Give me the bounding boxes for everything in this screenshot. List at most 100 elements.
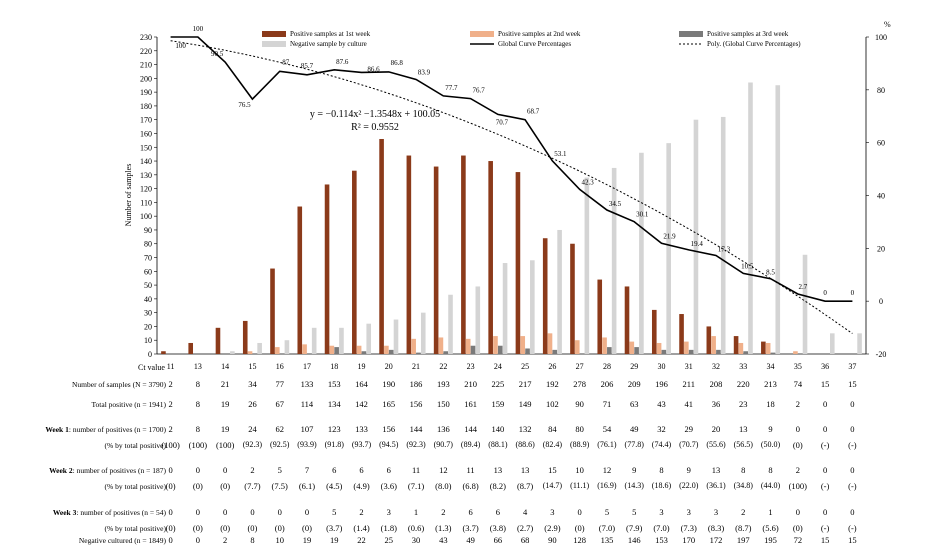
table-cell: (7.9)	[626, 523, 643, 533]
table-cell: (4.9)	[353, 481, 370, 491]
line-data-label: 19.4	[691, 240, 704, 248]
table-row-label: Number of samples (N = 3790)	[0, 380, 166, 389]
bar-negative-sample-by-culture	[584, 177, 590, 354]
table-cell: 71	[602, 399, 612, 409]
table-cell: 0	[577, 507, 582, 517]
table-row-label: (% by total positive)	[0, 524, 166, 533]
bar-positive-samples-at-1st-week	[542, 238, 548, 354]
bar-positive-samples-at-1st-week	[597, 279, 603, 354]
table-cell: (36.1)	[706, 481, 726, 490]
table-cell: 0	[850, 465, 855, 475]
bar-positive-samples-at-2nd-week	[247, 351, 253, 354]
legend-swatch	[679, 31, 703, 37]
table-cell: (0.6)	[407, 523, 425, 533]
line-data-label: 0	[823, 289, 827, 297]
category-label: 28	[603, 362, 611, 371]
legend-label: Negative sample by culture	[290, 40, 367, 48]
table-cell: 190	[382, 379, 396, 389]
bar-positive-samples-at-2nd-week	[411, 338, 416, 354]
table-cell: 90	[548, 535, 557, 545]
table-cell: 84	[548, 424, 557, 434]
bar-positive-samples-at-1st-week	[570, 243, 575, 354]
bar-negative-sample-by-culture	[666, 143, 671, 354]
bar-positive-samples-at-3rd-week	[470, 345, 476, 354]
table-cell: (-)	[820, 523, 830, 533]
table-cell: 144	[464, 424, 477, 434]
table-cell: (90.7)	[433, 440, 453, 449]
table-cell: (16.9)	[597, 481, 617, 490]
bar-positive-samples-at-3rd-week	[607, 347, 612, 354]
table-row-label: (% by total positive)	[0, 441, 166, 450]
table-row-label-text: : number of positives (n = 1700)	[68, 425, 166, 434]
table-cell: 206	[600, 379, 614, 389]
legend-label: Positive samples at 3rd week	[707, 30, 789, 38]
table-cell: 0	[850, 507, 855, 517]
right-tick-label: 40	[877, 192, 885, 201]
category-label: 36	[821, 362, 829, 371]
line-data-label: 77.7	[445, 84, 458, 92]
left-tick-label: 120	[140, 185, 152, 194]
line-data-label: 86.8	[391, 59, 404, 67]
bar-positive-samples-at-2nd-week	[602, 337, 607, 354]
right-tick-label: 0	[879, 297, 883, 306]
table-cell: 0	[795, 507, 800, 517]
category-label: 23	[467, 362, 475, 371]
table-cell: 149	[518, 399, 532, 409]
table-cell: 0	[822, 465, 828, 475]
table-cell: 9	[632, 465, 637, 475]
table-cell: 66	[493, 535, 503, 545]
bar-negative-sample-by-culture	[420, 312, 426, 354]
bar-positive-samples-at-3rd-week	[416, 352, 421, 354]
category-label: 22	[439, 362, 447, 371]
table-cell: 0	[195, 465, 201, 475]
bar-positive-samples-at-1st-week	[515, 172, 521, 354]
table-cell: (34.8)	[733, 481, 753, 490]
right-axis-label: %	[884, 20, 891, 29]
table-cell: (74.4)	[651, 440, 672, 449]
table-cell: 5	[277, 465, 282, 475]
line-data-label: 76.7	[472, 87, 485, 95]
bar-positive-samples-at-3rd-week	[688, 349, 694, 354]
table-cell: (0)	[302, 523, 312, 533]
table-cell: 22	[357, 535, 366, 545]
bar-positive-samples-at-1st-week	[379, 138, 384, 354]
category-label: 30	[657, 362, 665, 371]
table-cell: (1.8)	[380, 523, 397, 533]
line-data-label: 42.3	[582, 178, 595, 186]
legend-label: Global Curve Percentages	[498, 40, 571, 48]
table-cell: 3	[686, 507, 691, 517]
table-cell: (50.0)	[760, 440, 781, 449]
left-tick-label: 80	[144, 240, 152, 249]
global-curve-line	[170, 36, 853, 303]
bar-positive-samples-at-2nd-week	[520, 336, 526, 354]
right-tick-label: 100	[875, 33, 887, 42]
category-label: 29	[630, 362, 638, 371]
table-cell: 21	[220, 379, 230, 389]
table-cell: (0)	[274, 523, 285, 533]
bar-positive-samples-at-3rd-week	[634, 347, 639, 354]
table-cell: 8	[195, 424, 201, 434]
table-cell: 11	[411, 465, 421, 475]
bar-negative-sample-by-culture	[857, 333, 862, 354]
table-cell: 8	[195, 379, 201, 389]
table-cell: 217	[518, 379, 532, 389]
table-cell: (7.5)	[271, 481, 288, 491]
table-cell: (7.0)	[653, 523, 670, 533]
table-cell: 3	[713, 507, 719, 517]
bar-positive-samples-at-3rd-week	[525, 348, 530, 354]
table-cell: (89.4)	[460, 440, 481, 449]
line-data-label: 34.5	[609, 200, 622, 208]
bar-negative-sample-by-culture	[693, 119, 699, 355]
left-tick-label: 150	[140, 143, 152, 152]
table-cell: 19	[220, 399, 230, 409]
table-cell: 3	[659, 507, 664, 517]
table-cell: 2	[795, 465, 800, 475]
category-label: 13	[194, 362, 202, 371]
trend-line	[170, 40, 853, 334]
bar-positive-samples-at-2nd-week	[547, 333, 553, 354]
left-tick-label: 220	[140, 47, 152, 56]
table-cell: 134	[327, 399, 341, 409]
table-cell: (92.5)	[270, 440, 290, 449]
table-cell: 186	[409, 379, 423, 389]
